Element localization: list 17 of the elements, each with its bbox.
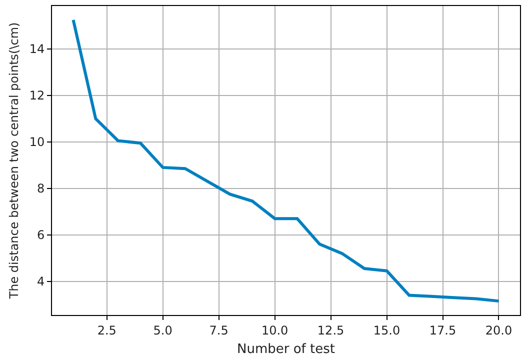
y-axis-title: The distance between two central points(\cm) bbox=[7, 22, 21, 300]
y-tick-label: 14 bbox=[29, 42, 45, 56]
x-tick-label: 7.5 bbox=[209, 323, 228, 338]
x-tick-label: 17.5 bbox=[429, 323, 456, 338]
x-tick-label: 20.0 bbox=[485, 323, 512, 338]
x-tick-label: 5.0 bbox=[153, 323, 172, 338]
y-tick-label: 8 bbox=[36, 182, 45, 196]
y-tick-label: 4 bbox=[36, 274, 45, 289]
y-tick-label: 10 bbox=[29, 135, 45, 150]
x-axis-title: Number of test bbox=[237, 342, 335, 357]
x-tick-label: 10.0 bbox=[261, 323, 288, 338]
x-tick-label: 2.5 bbox=[97, 323, 116, 338]
y-tick-label: 6 bbox=[36, 228, 45, 242]
x-tick-label: 15.0 bbox=[373, 323, 400, 338]
y-tick-label: 12 bbox=[29, 88, 45, 103]
line-series bbox=[72, 18, 500, 303]
x-tick-label: 12.5 bbox=[317, 323, 344, 338]
